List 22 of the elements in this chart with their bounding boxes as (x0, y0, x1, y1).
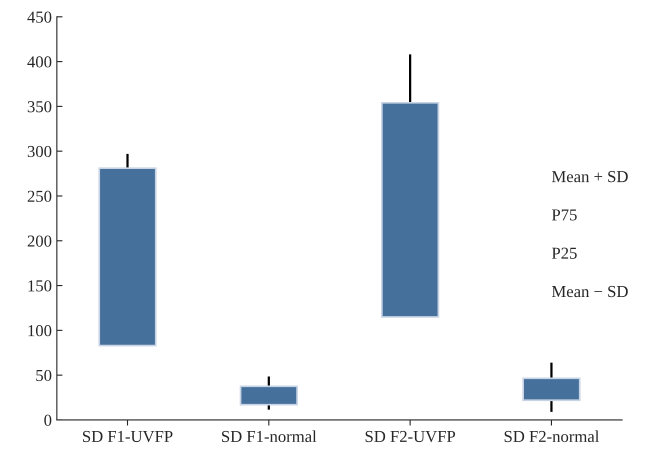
annotation: Mean + SD (552, 171, 628, 182)
y-tick-label: 350 (28, 101, 52, 112)
x-tick-label: SD F1-UVFP (83, 430, 172, 442)
y-tick-label: 250 (28, 190, 52, 202)
annotation: P75 (552, 209, 577, 221)
bar (522, 377, 581, 402)
x-tick-label: SD F2-normal (504, 430, 600, 442)
x-tick-label: SD F2-UVFP (366, 430, 456, 442)
y-tick-label: 450 (27, 11, 52, 23)
y-tick-label: 200 (28, 235, 52, 247)
annotation: Mean − SD (552, 286, 628, 298)
annotation: P25 (552, 248, 577, 259)
bar (381, 102, 440, 318)
bar (98, 167, 157, 346)
y-tick-label: 150 (28, 280, 52, 292)
y-tick-label: 100 (28, 325, 52, 336)
y-tick-label: 0 (44, 414, 52, 426)
bar (240, 386, 298, 406)
y-tick-label: 50 (36, 370, 52, 382)
y-tick-label: 400 (27, 56, 52, 68)
x-tick-label: SD F1-normal (222, 430, 316, 442)
y-tick-label: 300 (28, 146, 52, 158)
